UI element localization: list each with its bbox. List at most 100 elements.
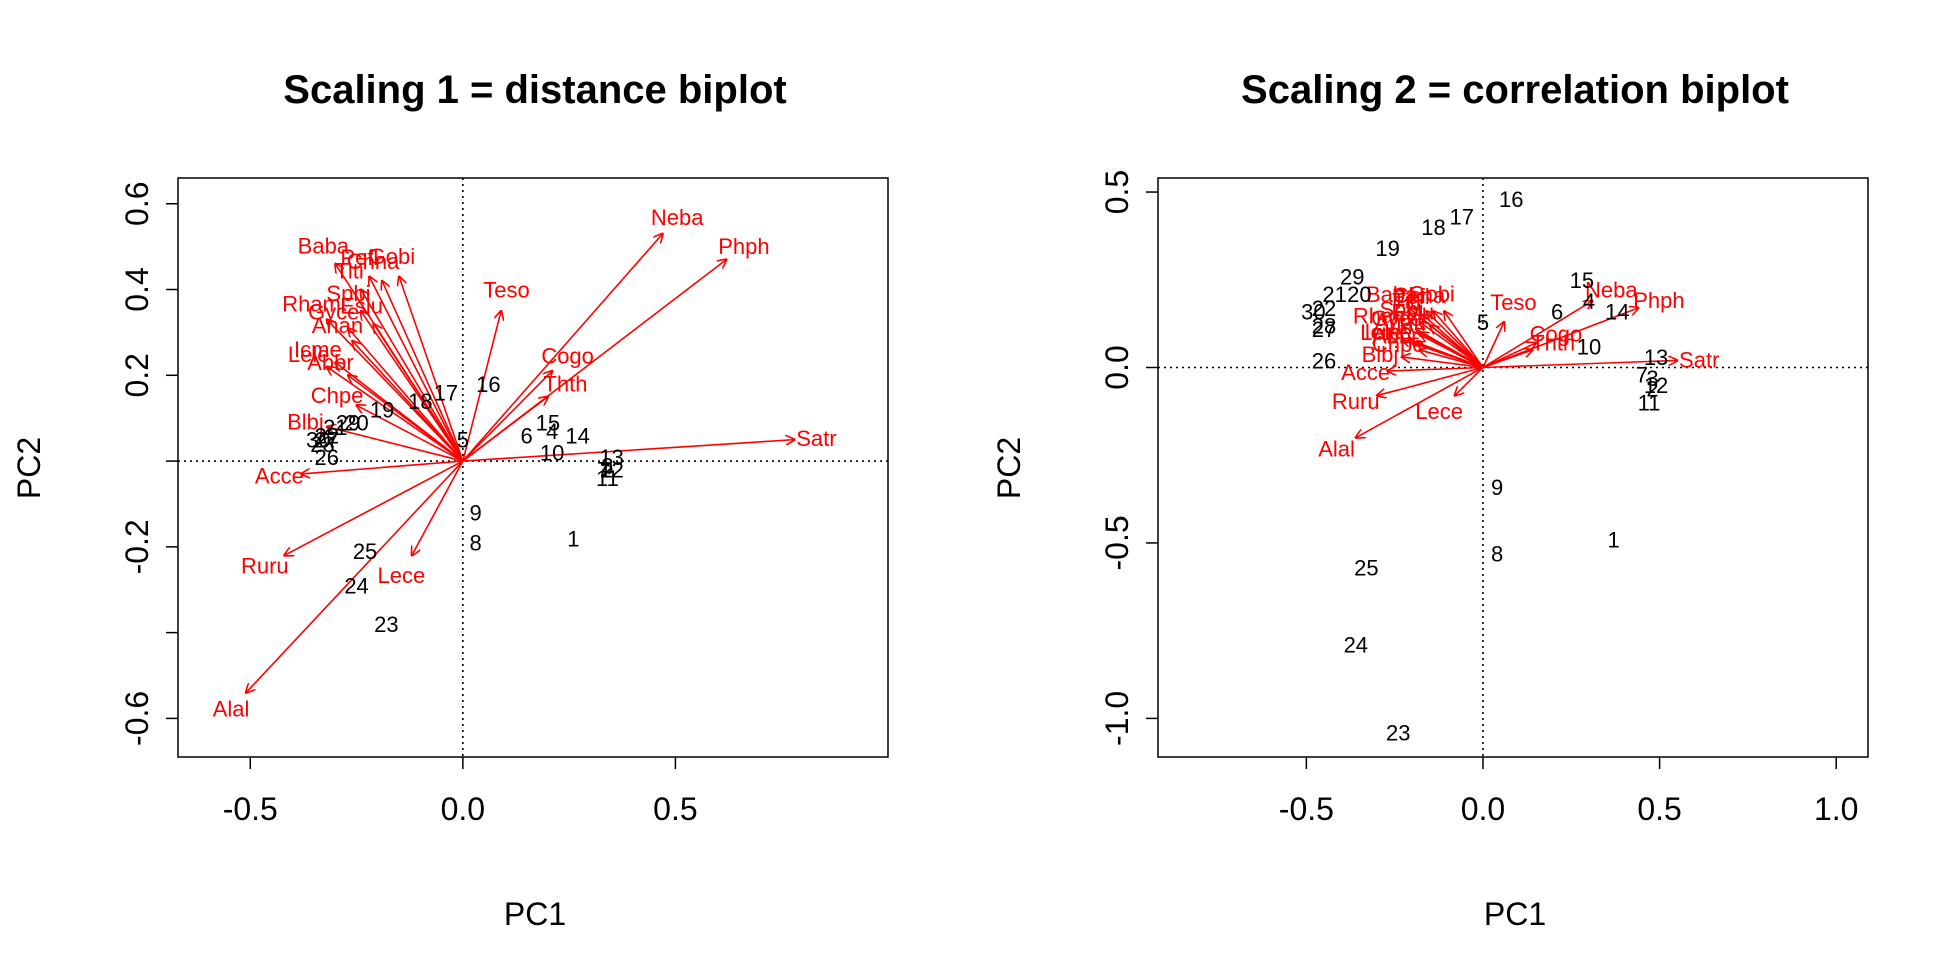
species-label: Satr <box>796 426 836 451</box>
species-label: Neba <box>1585 277 1638 302</box>
site-label: 17 <box>434 380 458 405</box>
x-tick-label: 1.0 <box>1814 791 1858 827</box>
species-arrow <box>1419 350 1484 369</box>
site-label: 30 <box>1301 299 1325 324</box>
species-arrow <box>284 460 464 555</box>
species-label: Alal <box>1318 436 1355 461</box>
species-label: Cogo <box>1530 322 1583 347</box>
species-label: Lece <box>1415 399 1463 424</box>
site-label: 15 <box>1570 268 1594 293</box>
site-label: 12 <box>599 458 623 483</box>
species-label: Alal <box>213 697 250 722</box>
site-label: 25 <box>353 539 377 564</box>
site-label: 11 <box>596 466 619 491</box>
species-label: Icme <box>294 337 342 362</box>
site-label: 27 <box>1312 317 1336 342</box>
y-tick-label: 0.4 <box>119 267 155 311</box>
site-label: 3 <box>601 453 613 478</box>
x-axis-label: PC1 <box>1484 896 1546 932</box>
species-arrow <box>462 440 795 462</box>
species-arrow <box>1455 366 1484 395</box>
species-label: Phph <box>718 234 769 259</box>
y-axis-label: PC2 <box>991 437 1027 499</box>
species-arrow <box>412 460 464 555</box>
site-label: 28 <box>1312 313 1336 338</box>
species-label: Phph <box>1633 288 1684 313</box>
species-label: Acce <box>1341 360 1390 385</box>
x-tick-label: -0.5 <box>223 791 278 827</box>
species-arrow <box>1434 311 1484 369</box>
site-label: 23 <box>1386 720 1410 745</box>
site-label: 14 <box>565 423 589 448</box>
x-tick-label: 0.0 <box>1461 791 1505 827</box>
species-arrow <box>1402 357 1484 369</box>
site-label: 18 <box>1421 215 1445 240</box>
species-arrow <box>361 290 464 462</box>
site-label: 13 <box>599 445 623 470</box>
site-label: 6 <box>520 423 532 448</box>
species-arrow <box>1409 339 1484 369</box>
species-label: Cogo <box>541 343 594 368</box>
species-arrow <box>1419 332 1484 369</box>
species-arrow <box>1430 325 1484 369</box>
species-label: Gobi <box>1408 281 1454 306</box>
species-label: Eslu <box>340 293 383 318</box>
species-label: Teso <box>1490 290 1536 315</box>
species-arrow <box>374 324 464 462</box>
chart-title: Scaling 1 = distance biplot <box>283 68 786 112</box>
species-arrow <box>1482 301 1593 369</box>
species-arrow <box>1377 366 1484 395</box>
species-label: Lele <box>288 342 330 367</box>
site-label: 1 <box>567 526 579 551</box>
species-label: Ruru <box>241 554 289 579</box>
species-label: Gyce <box>1371 306 1422 331</box>
site-label: 15 <box>536 410 560 435</box>
species-label: Titi <box>335 259 364 284</box>
site-label: 13 <box>1644 345 1668 370</box>
species-label: Spbi <box>326 281 370 306</box>
chart-title: Scaling 2 = correlation biplot <box>1241 68 1789 112</box>
species-label: Icme <box>1364 320 1412 345</box>
species-arrow <box>399 277 464 462</box>
species-arrow <box>1388 367 1484 371</box>
species-arrow <box>301 460 463 474</box>
species-arrow <box>369 277 464 462</box>
site-label: 1 <box>1608 527 1620 552</box>
site-label: 5 <box>1477 310 1489 335</box>
site-label: 16 <box>476 372 500 397</box>
site-label: 29 <box>1340 264 1364 289</box>
plot-frame <box>1157 177 1869 758</box>
species-arrow <box>1356 366 1484 437</box>
species-arrow <box>462 311 501 462</box>
species-arrow <box>382 281 464 462</box>
species-label: Satr <box>1679 348 1719 373</box>
site-label: 17 <box>1450 205 1474 230</box>
species-arrow <box>462 397 548 462</box>
species-label: Acce <box>255 464 304 489</box>
site-label: 10 <box>1577 334 1601 359</box>
site-label: 7 <box>1636 363 1648 388</box>
species-label: Lele <box>1360 320 1402 345</box>
species-label: Chna <box>1393 283 1446 308</box>
species-label: Baba <box>1366 282 1418 307</box>
species-arrow <box>1482 350 1532 369</box>
species-arrow <box>462 371 552 462</box>
species-arrow <box>357 405 464 462</box>
species-label: Gyce <box>308 299 359 324</box>
distance-biplot-panel: Scaling 1 = distance biplot PC1 PC2 -0.5… <box>11 68 889 932</box>
site-label: 27 <box>315 428 339 453</box>
species-label: Spbi <box>1379 297 1423 322</box>
site-label: 21 <box>1322 282 1346 307</box>
site-label: 18 <box>408 389 432 414</box>
site-label: 6 <box>1551 299 1563 324</box>
site-label: 8 <box>469 531 481 556</box>
site-label: 20 <box>344 410 368 435</box>
site-label: 9 <box>1491 475 1503 500</box>
site-label: 4 <box>1583 289 1595 314</box>
species-label: Pefl <box>340 245 378 270</box>
species-label: Pefl <box>1392 284 1430 309</box>
species-label: Ruru <box>1332 389 1380 414</box>
x-tick-label: 0.5 <box>1637 791 1681 827</box>
site-label: 24 <box>344 573 368 598</box>
site-label: 4 <box>546 419 558 444</box>
